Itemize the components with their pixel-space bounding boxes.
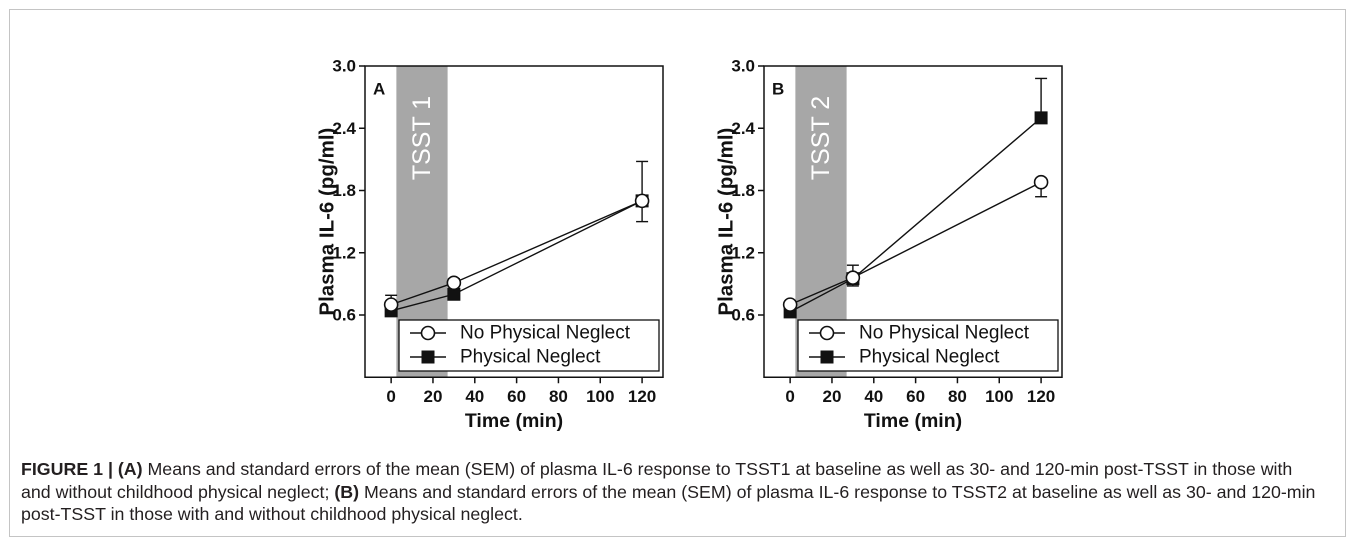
- x-tick-label: 60: [507, 387, 526, 406]
- y-axis-title: Plasma IL-6 (pg/ml): [715, 128, 738, 316]
- x-tick-label: 120: [628, 387, 656, 406]
- tsst-band-label: TSST 2: [807, 96, 835, 180]
- y-tick-label: 0.6: [731, 306, 755, 325]
- plot-frame: [763, 65, 1063, 378]
- legend-label-physical-neglect: Physical Neglect: [859, 347, 1000, 368]
- y-axis-title: Plasma IL-6 (pg/ml): [316, 128, 339, 316]
- caption-text-b: Means and standard errors of the mean (S…: [359, 481, 1316, 502]
- data-point-no-physical-neglect: [782, 297, 798, 312]
- y-tick-label: 2.4: [731, 119, 755, 138]
- x-tick-label: 20: [424, 387, 443, 406]
- x-tick-label: 80: [948, 387, 967, 406]
- legend-box: [398, 319, 660, 372]
- x-tick-label: 20: [823, 387, 842, 406]
- x-tick-label: 100: [586, 387, 614, 406]
- chart-panel-a: TSST 1 0.6 1.2 1.8 2.4 3.0 0 20 40 60 80 100 120 Time…: [316, 57, 664, 432]
- caption-text-a-end: and without childhood physical neglect;: [21, 481, 335, 502]
- figure-plots: TSST 1 0.6 1.2 1.8 2.4 3.0 0 20 40 60 80 100 120 Time…: [316, 57, 1063, 432]
- legend-label-physical-neglect: Physical Neglect: [460, 347, 601, 368]
- x-tick-label: 120: [1027, 387, 1055, 406]
- y-tick-label: 1.8: [332, 181, 356, 200]
- x-axis-title: Time (min): [864, 410, 962, 432]
- y-tick-label: 1.2: [332, 243, 356, 262]
- x-tick-label: 40: [465, 387, 484, 406]
- panel-a-tag: (A): [117, 459, 143, 479]
- caption-line-2: and without childhood physical neglect; …: [21, 481, 1315, 504]
- legend-open-circle-marker-icon: [420, 325, 436, 341]
- caption-line-1: FIGURE 1 | (A) Means and standard errors…: [21, 458, 1315, 481]
- y-tick-label: 3.0: [731, 57, 755, 76]
- x-tick-label: 100: [985, 387, 1013, 406]
- legend: No Physical Neglect Physical Neglect: [797, 319, 1059, 372]
- chart-panel-b: TSST 2 0.6 1.2 1.8 2.4 3.0 0 20 40 60 80 100 120 Time…: [715, 57, 1063, 432]
- data-point-physical-neglect: [1034, 111, 1048, 125]
- legend-filled-square-marker-icon: [421, 350, 435, 364]
- panel-label: A: [373, 80, 385, 99]
- legend-filled-square-marker-icon: [820, 350, 834, 364]
- plot-frame: [364, 65, 664, 378]
- caption-text-b-end: post-TSST in those with and without chil…: [21, 504, 523, 524]
- data-point-no-physical-neglect: [446, 275, 462, 291]
- data-point-no-physical-neglect: [1033, 174, 1049, 190]
- legend-box: [797, 319, 1059, 372]
- legend-open-circle-marker-icon: [819, 325, 835, 341]
- data-point-no-physical-neglect: [845, 270, 861, 285]
- data-point-no-physical-neglect: [634, 193, 650, 209]
- legend-label-no-physical-neglect: No Physical Neglect: [460, 323, 631, 344]
- figure-number-label: FIGURE 1 |: [21, 459, 118, 479]
- panel-b-tag: (B): [334, 481, 360, 502]
- x-tick-label: 0: [785, 387, 794, 406]
- y-tick-label: 1.2: [731, 243, 755, 262]
- x-axis-title: Time (min): [465, 410, 563, 432]
- tsst-band-label: TSST 1: [408, 96, 436, 180]
- y-tick-label: 0.6: [332, 306, 356, 325]
- figure-caption: FIGURE 1 | (A) Means and standard errors…: [21, 458, 1315, 526]
- data-point-no-physical-neglect: [383, 297, 399, 312]
- panel-label: B: [772, 80, 784, 99]
- y-tick-label: 2.4: [332, 119, 356, 138]
- y-tick-label: 3.0: [332, 57, 356, 76]
- x-tick-label: 0: [386, 387, 395, 406]
- figure-frame: [9, 9, 1346, 537]
- caption-line-3: post-TSST in those with and without chil…: [21, 503, 1315, 526]
- x-tick-label: 80: [549, 387, 568, 406]
- caption-text-a: Means and standard errors of the mean (S…: [142, 459, 1293, 479]
- y-tick-label: 1.8: [731, 181, 755, 200]
- legend-label-no-physical-neglect: No Physical Neglect: [859, 323, 1030, 344]
- x-tick-label: 60: [906, 387, 925, 406]
- x-tick-label: 40: [864, 387, 883, 406]
- legend: No Physical Neglect Physical Neglect: [398, 319, 660, 372]
